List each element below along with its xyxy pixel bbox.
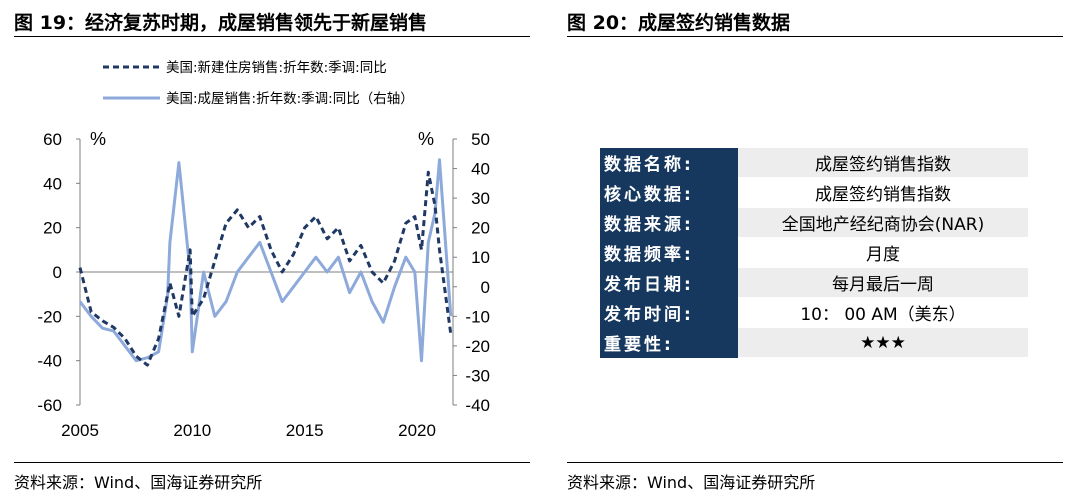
info-key: 数据名称: <box>600 148 738 178</box>
info-key: 重要性: <box>600 327 738 358</box>
info-key: 发布时间: <box>600 297 738 328</box>
x-tick-label: 2010 <box>173 421 211 440</box>
left-figure-title: 图 19：经济复苏时期，成屋销售领先于新屋销售 <box>14 12 428 34</box>
right-tick-label: -20 <box>465 337 490 356</box>
info-key: 数据来源: <box>600 207 738 238</box>
info-value: 10： 00 AM（美东） <box>738 297 1028 328</box>
info-table-row: 核心数据: 成屋签约销售指数 <box>600 177 1028 208</box>
left-axis-unit: % <box>90 129 106 149</box>
info-value: 全国地产经纪商协会(NAR) <box>738 207 1028 238</box>
info-table-row: 发布日期: 每月最后一周 <box>600 267 1028 298</box>
right-figure-title: 图 20：成屋签约销售数据 <box>567 12 791 34</box>
left-tick-label: 60 <box>43 130 62 149</box>
left-tick-label: -60 <box>37 396 62 415</box>
info-table-row: 数据频率: 月度 <box>600 237 1028 268</box>
info-table-row: 重要性: ★★★ <box>600 327 1028 358</box>
info-value: 每月最后一周 <box>738 267 1028 298</box>
info-key: 核心数据: <box>600 177 738 208</box>
left-title-rule <box>14 36 530 37</box>
left-tick-label: 0 <box>53 263 62 282</box>
x-tick-label: 2005 <box>61 421 99 440</box>
series-line-0 <box>78 170 453 367</box>
right-title-rule <box>567 36 1063 37</box>
right-tick-label: -10 <box>465 307 490 326</box>
info-value: 月度 <box>738 237 1028 268</box>
info-table-row: 数据来源: 全国地产经纪商协会(NAR) <box>600 207 1028 238</box>
right-source-note: 资料来源：Wind、国海证券研究所 <box>567 473 816 492</box>
right-tick-label: -30 <box>465 366 490 385</box>
left-tick-label: 40 <box>43 174 62 193</box>
series-line-1 <box>78 158 453 363</box>
left-tick-label: -40 <box>37 352 62 371</box>
info-key: 发布日期: <box>600 267 738 298</box>
left-source-note: 资料来源：Wind、国海证券研究所 <box>14 473 263 492</box>
info-table-row: 数据名称: 成屋签约销售指数 <box>600 148 1028 178</box>
right-source-rule <box>567 462 1063 463</box>
right-tick-label: 0 <box>481 278 490 297</box>
right-tick-label: 40 <box>471 160 490 179</box>
legend-label-0: 美国:新建住房销售:折年数:季调:同比 <box>166 60 387 76</box>
left-source-rule <box>14 462 530 463</box>
info-value: 成屋签约销售指数 <box>738 148 1028 178</box>
right-tick-label: 10 <box>471 248 490 267</box>
right-tick-label: -40 <box>465 396 490 415</box>
chart-series <box>78 158 453 367</box>
legend-label-1: 美国:成屋销售:折年数:季调:同比（右轴） <box>166 91 414 107</box>
left-tick-label: 20 <box>43 219 62 238</box>
right-tick-label: 50 <box>471 130 490 149</box>
right-tick-label: 30 <box>471 189 490 208</box>
info-key: 数据频率: <box>600 237 738 268</box>
info-value: 成屋签约销售指数 <box>738 177 1028 208</box>
info-table-row: 发布时间: 10： 00 AM（美东） <box>600 297 1028 328</box>
right-axis-unit: % <box>418 129 434 149</box>
info-value: ★★★ <box>738 327 1028 358</box>
left-tick-label: -20 <box>37 307 62 326</box>
x-tick-label: 2020 <box>398 421 436 440</box>
info-table: 数据名称: 成屋签约销售指数 核心数据: 成屋签约销售指数 数据来源: 全国地产经纪商协会… <box>600 148 1028 358</box>
line-chart: 美国:新建住房销售:折年数:季调:同比美国:成屋销售:折年数:季调:同比（右轴）… <box>37 60 490 440</box>
x-tick-label: 2015 <box>286 421 324 440</box>
chart-axes: -60 -40 -20 0 20 40 60 -40 -30 -20 -10 0 10 20 30 40 50 2… <box>37 129 490 440</box>
right-tick-label: 20 <box>471 219 490 238</box>
